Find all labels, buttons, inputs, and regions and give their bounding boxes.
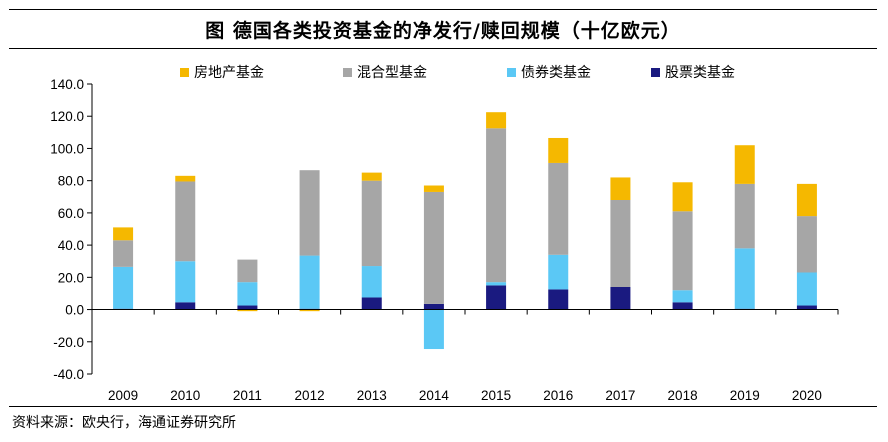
bar-segment <box>237 282 258 306</box>
bar-segment <box>796 183 817 217</box>
bar-segment <box>237 305 258 310</box>
bar-segment <box>113 266 134 309</box>
source-note: 资料来源：欧央行，海通证券研究所 <box>12 415 236 431</box>
x-axis: 2009 2010 2011 2012 2013 2014 2015 2016 2017 2018… <box>91 309 839 403</box>
bar-segment <box>486 128 507 283</box>
legend-label: 房地产基金 <box>194 64 264 81</box>
legend-label: 混合型基金 <box>357 64 427 81</box>
chart-title: 图 德国各类投资基金的净发行/赎回规模（十亿欧元） <box>9 9 877 49</box>
bar-segment <box>175 261 196 303</box>
legend: 房地产基金 混合型基金 债券类基金 股票类基金 <box>180 64 735 81</box>
x-tick-label: 2013 <box>357 388 387 403</box>
bar-segment <box>299 309 320 312</box>
x-tick-label: 2016 <box>543 388 573 403</box>
bar-segment <box>672 182 693 212</box>
x-tick-label: 2015 <box>481 388 511 403</box>
bar-segment <box>672 302 693 310</box>
bar-segment <box>175 302 196 310</box>
bar-segment <box>672 290 693 303</box>
bar-segment <box>423 309 444 350</box>
bars <box>113 112 817 350</box>
x-tick-label: 2014 <box>419 388 450 403</box>
y-tick-label: 140.0 <box>50 77 84 92</box>
bar-segment <box>734 183 755 249</box>
x-tick-label: 2011 <box>233 388 262 403</box>
bar-segment <box>548 254 569 290</box>
bar-segment <box>548 289 569 310</box>
bar-segment <box>610 200 631 287</box>
x-tick-label: 2012 <box>295 388 325 403</box>
bar-segment <box>548 137 569 163</box>
bottom-rule <box>9 406 877 407</box>
bar-segment <box>237 309 258 312</box>
legend-swatch <box>180 68 189 77</box>
bar-segment <box>423 185 444 192</box>
bar-segment <box>361 266 382 298</box>
y-tick-label: 0.0 <box>65 303 84 318</box>
bar-segment <box>237 259 258 283</box>
bar-segment <box>548 162 569 255</box>
x-tick-label: 2017 <box>605 388 635 403</box>
bar-segment <box>486 112 507 129</box>
bar-segment <box>361 180 382 267</box>
bar-segment <box>361 297 382 310</box>
y-tick-label: 120.0 <box>50 109 84 124</box>
y-axis: -40.0 -20.0 0.0 20.0 40.0 60.0 80.0 100.0 120.0 1… <box>50 77 93 382</box>
bar-segment <box>299 255 320 309</box>
x-tick-label: 2020 <box>792 388 822 403</box>
x-tick-label: 2010 <box>170 388 200 403</box>
bar-segment <box>734 248 755 309</box>
bar-segment <box>113 227 134 241</box>
legend-swatch <box>343 68 352 77</box>
bar-segment <box>423 191 444 304</box>
x-tick-label: 2018 <box>668 388 698 403</box>
y-tick-label: -40.0 <box>53 367 84 382</box>
y-tick-label: 60.0 <box>58 206 84 221</box>
bar-segment <box>486 285 507 310</box>
bar-segment <box>734 145 755 184</box>
y-tick-label: 20.0 <box>58 270 84 285</box>
legend-label: 债券类基金 <box>521 64 591 81</box>
bar-segment <box>175 181 196 262</box>
bar-segment <box>423 303 444 310</box>
x-tick-label: 2009 <box>108 388 138 403</box>
y-tick-label: 40.0 <box>58 238 84 253</box>
bar-segment <box>175 175 196 182</box>
bar-segment <box>796 216 817 273</box>
bar-segment <box>610 177 631 200</box>
bar-segment <box>299 170 320 256</box>
x-tick-label: 2019 <box>730 388 760 403</box>
bar-segment <box>361 172 382 181</box>
bar-segment <box>796 305 817 310</box>
bar-segment <box>610 287 631 310</box>
y-tick-label: 100.0 <box>50 141 84 156</box>
bar-segment <box>796 272 817 306</box>
bar-segment <box>486 282 507 286</box>
legend-swatch <box>507 68 516 77</box>
bar-segment <box>113 240 134 267</box>
legend-swatch <box>651 68 660 77</box>
bar-segment <box>672 211 693 291</box>
y-tick-label: -20.0 <box>53 335 84 350</box>
legend-label: 股票类基金 <box>665 64 735 81</box>
y-tick-label: 80.0 <box>58 174 84 189</box>
